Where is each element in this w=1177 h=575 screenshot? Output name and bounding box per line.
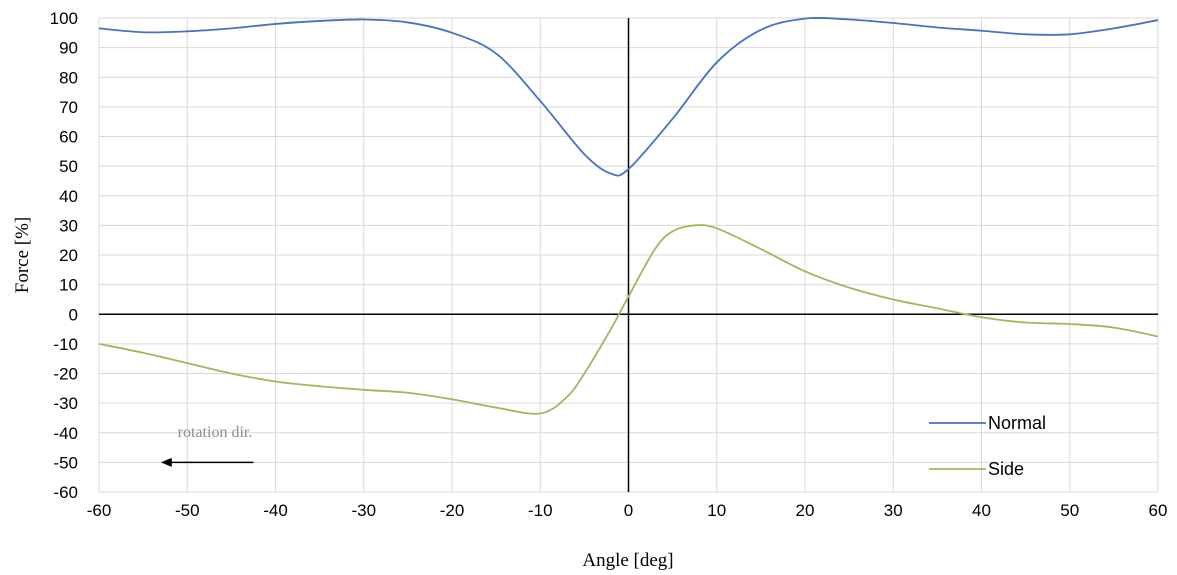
legend-label-side: Side: [988, 459, 1024, 479]
y-tick-label: -50: [53, 453, 78, 472]
rotation-annotation: rotation dir.: [160, 424, 254, 467]
zero-axes: [99, 18, 1158, 492]
legend: Normal Side: [929, 413, 1046, 479]
x-tick-label: -60: [87, 501, 112, 520]
y-tick-label: 20: [59, 246, 78, 265]
y-tick-label: 0: [69, 305, 78, 324]
y-tick-label: -10: [53, 335, 78, 354]
x-tick-label: 60: [1149, 501, 1168, 520]
x-tick-label: 20: [796, 501, 815, 520]
y-tick-label: -40: [53, 424, 78, 443]
y-tick-label: 50: [59, 157, 78, 176]
y-tick-label: 70: [59, 98, 78, 117]
x-tick-label: -50: [175, 501, 200, 520]
x-tick-label: -30: [351, 501, 376, 520]
x-tick-label: 10: [707, 501, 726, 520]
x-axis-title: Angle [deg]: [582, 550, 673, 571]
y-tick-label: 100: [50, 9, 78, 28]
annotation-label: rotation dir.: [178, 424, 253, 441]
x-tick-label: 50: [1060, 501, 1079, 520]
y-tick-label: 40: [59, 187, 78, 206]
x-tick-labels: -60 -50 -40 -30 -20 -10 0 10 20 30 40 50 60: [87, 501, 1168, 520]
y-tick-label: -60: [53, 483, 78, 502]
y-tick-label: 30: [59, 216, 78, 235]
x-tick-label: 0: [624, 501, 633, 520]
series-group: [98, 16, 1159, 415]
x-tick-label: -10: [528, 501, 553, 520]
y-tick-label: 10: [59, 276, 78, 295]
y-axis-title: Force [%]: [12, 217, 33, 294]
series-line-side: [98, 224, 1159, 415]
x-tick-label: -20: [440, 501, 465, 520]
x-tick-label: -40: [263, 501, 288, 520]
y-tick-label: 60: [59, 128, 78, 147]
y-tick-label: -30: [53, 394, 78, 413]
series-line-normal: [98, 16, 1159, 177]
y-tick-label: -20: [53, 365, 78, 384]
legend-label-normal: Normal: [988, 413, 1046, 433]
y-tick-label: 80: [59, 68, 78, 87]
x-tick-label: 30: [884, 501, 903, 520]
x-tick-label: 40: [972, 501, 991, 520]
y-tick-label: 90: [59, 39, 78, 58]
rotation-arrow-head: [160, 457, 172, 467]
